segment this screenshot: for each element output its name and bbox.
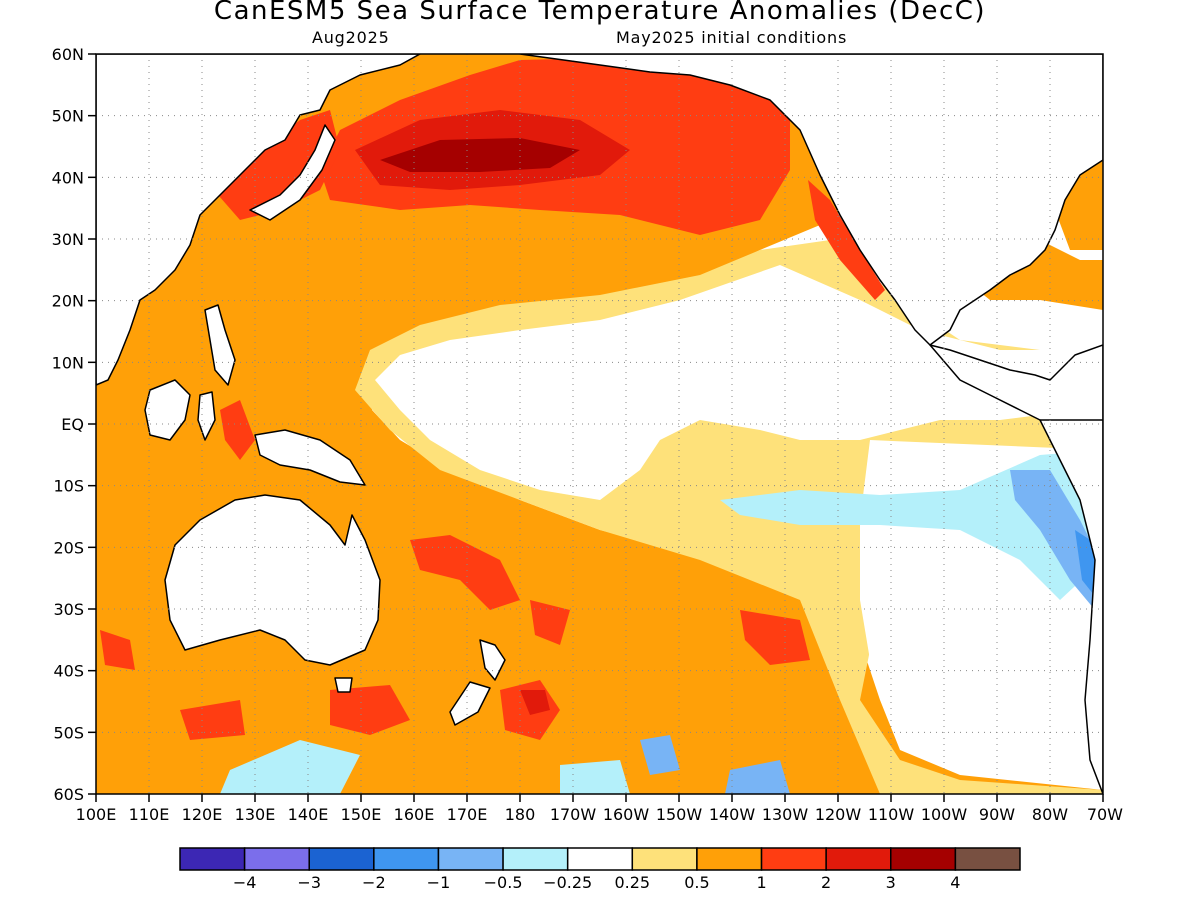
coastlines — [96, 54, 1103, 794]
colorbar-swatch — [502, 847, 569, 871]
cool-peru-coast — [1010, 470, 1100, 610]
colorbar: −4 −3 −2 −1 −0.5 −0.25 0.25 0.5 1 2 3 4 — [179, 847, 1021, 892]
lat-tick-label: 60N — [52, 45, 84, 64]
colorbar-swatch — [631, 847, 698, 871]
sulawesi — [197, 391, 216, 441]
colorbar-label: 2 — [821, 873, 831, 892]
lon-tick-label: 130E — [235, 805, 276, 824]
colorbar-swatch — [696, 847, 763, 871]
strong-warm-south-pacific-2 — [530, 600, 570, 645]
lon-tick-label: 110W — [868, 805, 915, 824]
lon-tick-label: 150W — [656, 805, 703, 824]
strong-warm-california — [808, 180, 885, 300]
very-strong-warm-new-zealand — [520, 690, 550, 715]
lon-tick-label: 140W — [709, 805, 756, 824]
lon-tick-label: 100E — [76, 805, 117, 824]
extreme-warm-north-pacific — [380, 138, 580, 172]
colorbar-label: 4 — [950, 873, 960, 892]
lat-tick-label: 10S — [53, 477, 84, 496]
new-guinea — [254, 429, 366, 486]
japan — [249, 124, 336, 221]
strong-warm-south-pacific-1 — [410, 535, 520, 610]
strong-warm-maritime-continent — [220, 400, 255, 460]
cool-southern-ocean-2 — [640, 735, 680, 775]
lon-tick-label: 110E — [129, 805, 170, 824]
weak-cool-southern-ocean-4 — [560, 760, 630, 794]
lon-tick-label: 160W — [603, 805, 650, 824]
map-title: CanESM5 Sea Surface Temperature Anomalie… — [213, 0, 987, 26]
lon-tick-label: 170W — [550, 805, 597, 824]
tasmania — [334, 677, 353, 693]
colorbar-label: −2 — [362, 873, 386, 892]
colorbar-label: 1 — [756, 873, 766, 892]
latitude-axis: 60N 50N 40N 30N 20N 10N EQ 10S 20S 30S 40S 50S 60S — [52, 45, 96, 804]
lon-tick-label: 70W — [1087, 805, 1123, 824]
lon-tick-label: 170E — [447, 805, 488, 824]
lat-tick-label: 30S — [53, 600, 84, 619]
lon-tick-label: 120W — [815, 805, 862, 824]
south-america — [1039, 419, 1103, 794]
colorbar-label: 3 — [886, 873, 896, 892]
colorbar-label: 0.25 — [614, 873, 650, 892]
lat-tick-label: 40S — [53, 662, 84, 681]
colorbar-swatch — [825, 847, 892, 871]
lon-tick-label: 130W — [762, 805, 809, 824]
lat-tick-label: 60S — [53, 785, 84, 804]
borneo — [144, 379, 191, 441]
lat-tick-label: 50N — [52, 107, 84, 126]
lon-tick-label: 150E — [341, 805, 382, 824]
lat-tick-label: 20S — [53, 538, 84, 557]
lon-tick-label: 100W — [921, 805, 968, 824]
lon-tick-label: 90W — [979, 805, 1015, 824]
map-area — [96, 54, 1103, 794]
lat-tick-label: 40N — [52, 168, 84, 187]
colorbar-swatch — [890, 847, 957, 871]
lon-tick-label: 140E — [288, 805, 329, 824]
philippines — [204, 304, 236, 386]
colorbar-label: −0.25 — [543, 873, 592, 892]
lead-month-label: Aug2025 — [312, 28, 390, 47]
colorbar-label: −1 — [427, 873, 451, 892]
longitude-axis: 100E 110E 120E 130E 140E 150E 160E 170E 180 170W 1… — [76, 794, 1123, 824]
lat-tick-label: 50S — [53, 723, 84, 742]
colorbar-label: −0.5 — [484, 873, 523, 892]
lat-tick-label: 30N — [52, 230, 84, 249]
colorbar-label: −4 — [233, 873, 257, 892]
cool-southern-ocean-3 — [725, 760, 790, 794]
lon-tick-label: 180 — [505, 805, 536, 824]
colorbar-swatch — [243, 847, 310, 871]
colorbar-swatch — [954, 847, 1021, 871]
lon-tick-label: 160E — [394, 805, 435, 824]
colorbar-swatch — [308, 847, 375, 871]
colorbar-label: 0.5 — [684, 873, 709, 892]
colorbar-swatch — [760, 847, 827, 871]
strong-warm-tasman — [330, 685, 410, 735]
lat-tick-label: 10N — [52, 353, 84, 372]
colorbar-label: −3 — [297, 873, 321, 892]
lon-tick-label: 80W — [1032, 805, 1068, 824]
lat-tick-label: EQ — [61, 415, 84, 434]
colorbar-swatch — [437, 847, 504, 871]
colorbar-swatch — [373, 847, 440, 871]
new-zealand-south — [449, 681, 491, 726]
colorbar-swatch — [179, 847, 246, 871]
colorbar-swatch — [566, 847, 634, 871]
neutral-equatorial-tongue — [375, 265, 1103, 500]
strong-warm-south-indian — [180, 700, 245, 740]
lon-tick-label: 120E — [182, 805, 223, 824]
asia-mainland — [96, 54, 421, 386]
strong-warm-south-pacific-3 — [740, 610, 810, 665]
initial-conditions-label: May2025 initial conditions — [616, 28, 848, 47]
new-zealand-north — [479, 639, 506, 681]
strong-warm-indian-ocean — [100, 630, 135, 670]
lat-tick-label: 20N — [52, 292, 84, 311]
australia-landmass — [164, 494, 381, 666]
weak-cool-east-pacific — [720, 450, 1103, 600]
